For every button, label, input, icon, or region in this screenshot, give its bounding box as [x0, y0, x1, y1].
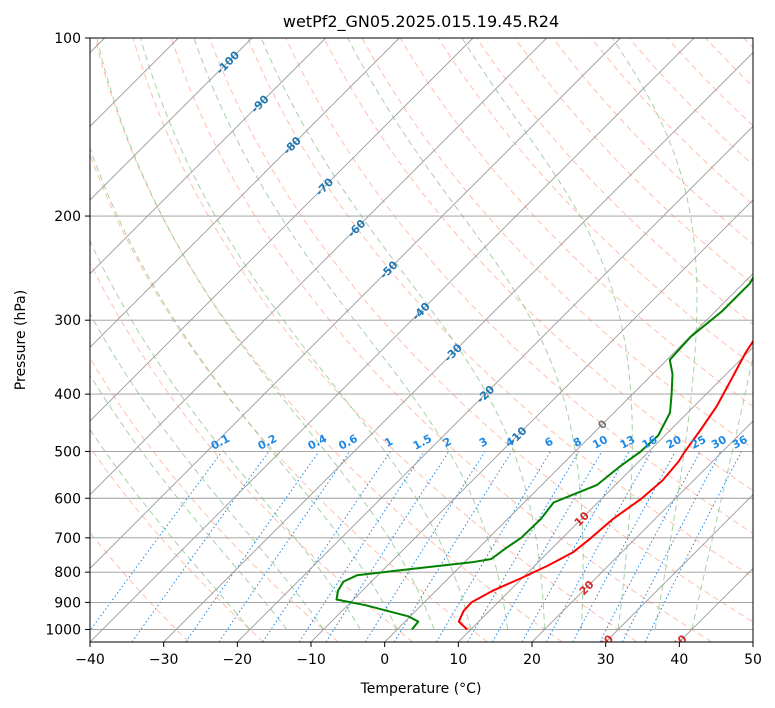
- dry-adiabat: [590, 38, 753, 206]
- x-tick-label: 20: [523, 652, 541, 668]
- axis-ticks: −40 −30 −20 −10 0 10 20 30 40 50 100 200 300 400 500 60…: [45, 31, 762, 668]
- x-tick-label: −30: [149, 652, 179, 668]
- mixing-ratio-line: [644, 451, 742, 642]
- dry-adiabat: [514, 38, 753, 285]
- dry-adiabat: [90, 261, 414, 642]
- x-tick-label: 30: [597, 652, 615, 668]
- temperature-trace: [457, 339, 753, 631]
- moist-adiabat: [90, 374, 288, 630]
- isotherm-line: [90, 38, 400, 348]
- x-axis-label: Temperature (°C): [360, 681, 482, 697]
- isotherm-line: [90, 38, 326, 275]
- mixing-ratio-label: 20: [664, 433, 684, 452]
- dry-adiabat: [628, 38, 753, 166]
- chart-title: wetPf2_GN05.2025.015.19.45.R24: [283, 12, 559, 32]
- y-tick-label: 1000: [45, 622, 81, 638]
- y-tick-label: 900: [54, 595, 81, 611]
- isotherm-label: 40: [670, 632, 690, 652]
- mixing-ratio-label: 30: [709, 433, 729, 452]
- isotherm-line: [90, 38, 474, 422]
- mixing-ratio-line: [90, 451, 223, 632]
- dry-adiabat: [399, 38, 753, 408]
- mixing-ratio-line: [621, 451, 722, 642]
- y-tick-label: 200: [54, 209, 81, 225]
- moist-adiabat: [260, 38, 545, 630]
- dry-adiabat: [170, 38, 712, 642]
- mixing-ratio-label: 16: [640, 433, 660, 452]
- isotherm-line: [237, 125, 753, 642]
- dry-adiabat: [323, 38, 753, 492]
- moist-adiabat: [96, 38, 435, 630]
- mixing-ratio-line: [521, 451, 630, 642]
- mixing-ratio-line: [572, 451, 676, 642]
- y-axis-label: Pressure (hPa): [13, 290, 29, 390]
- isotherm-line: [163, 52, 753, 642]
- mixing-ratio-line: [185, 451, 320, 642]
- x-tick-label: 0: [380, 652, 389, 668]
- moist-adiabat: [611, 38, 698, 630]
- isotherm-line: [310, 199, 753, 642]
- dry-adiabat: [94, 38, 563, 642]
- dry-adiabat: [132, 38, 638, 642]
- isotherm-line: [458, 346, 753, 642]
- moist-adiabat: [90, 428, 251, 630]
- mixing-ratio-label: 13: [618, 433, 638, 452]
- isotherm-line: [605, 494, 753, 642]
- y-tick-label: 500: [54, 444, 81, 460]
- dry-adiabat: [247, 38, 753, 578]
- mixing-ratio-line: [218, 451, 351, 642]
- profile-traces: [335, 275, 753, 631]
- x-tick-label: −10: [296, 652, 326, 668]
- isotherm-label: 30: [596, 632, 616, 652]
- x-tick-label: −40: [75, 652, 105, 668]
- mixing-ratio-line: [298, 451, 425, 642]
- mixing-ratio-line: [545, 451, 652, 642]
- x-tick-label: 50: [744, 652, 762, 668]
- mixing-ratio-label: 36: [730, 433, 750, 452]
- plot-frame: [89, 37, 754, 643]
- mixing-ratio-label: 25: [689, 433, 709, 452]
- moist-adiabat: [90, 312, 324, 630]
- y-tick-label: 100: [54, 31, 81, 47]
- y-tick-label: 800: [54, 565, 81, 581]
- dry-adiabat: [209, 38, 753, 623]
- background-lines: [90, 38, 753, 642]
- isotherm-line: [90, 38, 547, 496]
- mixing-ratio-label: 10: [590, 433, 610, 452]
- dry-adiabat: [90, 446, 264, 642]
- x-tick-label: −20: [223, 652, 253, 668]
- moist-adiabat: [461, 38, 633, 630]
- isotherm-line: [90, 38, 621, 569]
- moist-adiabat: [140, 38, 472, 630]
- y-tick-label: 300: [54, 313, 81, 329]
- mixing-ratio-line: [325, 451, 450, 642]
- x-tick-label: 40: [670, 652, 688, 668]
- y-tick-label: 700: [54, 531, 81, 547]
- moist-adiabat: [90, 239, 361, 630]
- isotherm-line: [90, 38, 695, 642]
- isotherm-line: [90, 38, 253, 201]
- moist-adiabat: [691, 354, 753, 630]
- mixing-ratio-line: [262, 451, 391, 642]
- isotherm-line: [531, 420, 753, 642]
- dry-adiabat: [476, 38, 753, 326]
- y-tick-label: 600: [54, 491, 81, 507]
- x-tick-label: 10: [449, 652, 467, 668]
- moist-adiabat: [347, 38, 584, 630]
- dewpoint-trace: [335, 275, 753, 631]
- y-tick-label: 400: [54, 387, 81, 403]
- mixing-ratio-line: [393, 451, 513, 642]
